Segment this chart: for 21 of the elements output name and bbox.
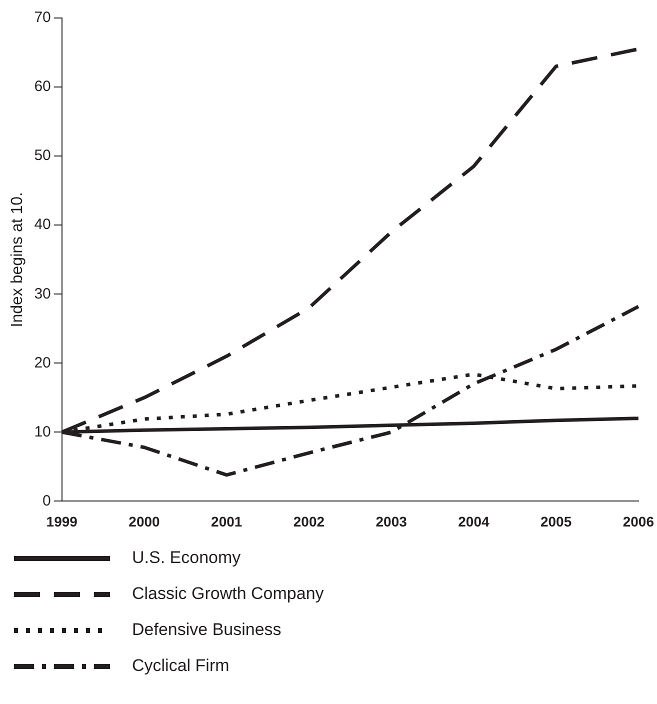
x-tick-label: 1999	[46, 513, 78, 530]
legend-label: Defensive Business	[132, 620, 282, 640]
x-tick-label: 2006	[622, 513, 654, 530]
y-tick-label: 60	[34, 78, 51, 96]
legend-label: Classic Growth Company	[132, 584, 324, 604]
x-tick-label: 2004	[458, 513, 490, 530]
x-tick-label: 2002	[293, 513, 325, 530]
y-tick-label: 0	[42, 492, 51, 510]
x-tick-label: 2003	[376, 513, 408, 530]
x-tick-label: 2000	[128, 513, 160, 530]
y-tick-label: 20	[34, 354, 51, 372]
y-tick-label: 70	[34, 9, 51, 26]
y-tick-label: 50	[34, 147, 51, 164]
y-tick-label: 30	[34, 285, 51, 302]
y-tick-label: 10	[34, 423, 51, 440]
x-tick-label: 2001	[211, 513, 242, 530]
y-tick-label: 40	[34, 216, 51, 234]
legend-label: Cyclical Firm	[132, 656, 230, 676]
x-tick-label: 2005	[540, 513, 572, 530]
y-axis-title: Index begins at 10.	[9, 192, 26, 328]
legend-label: U.S. Economy	[132, 548, 241, 568]
